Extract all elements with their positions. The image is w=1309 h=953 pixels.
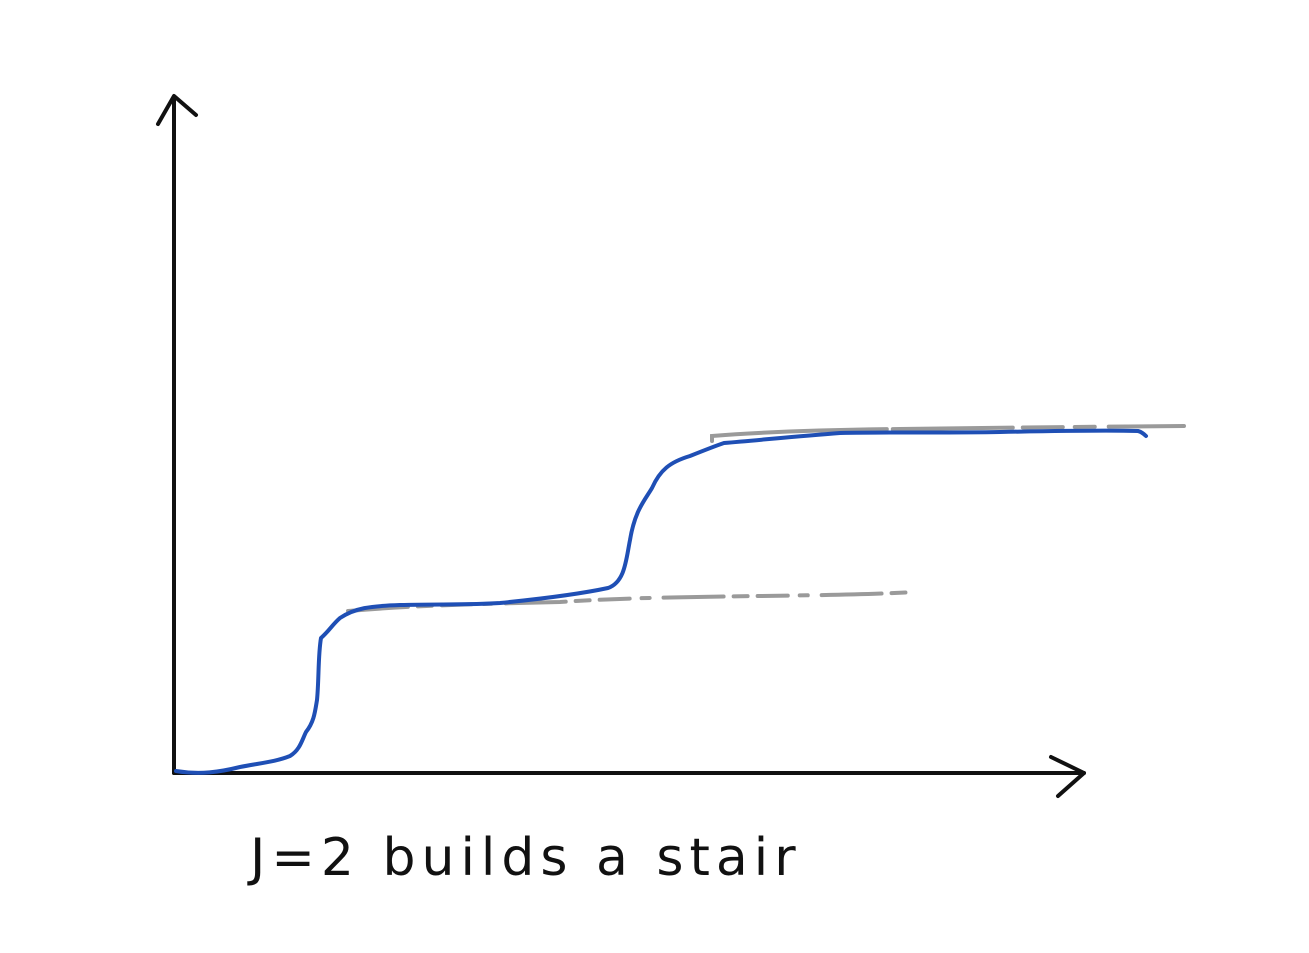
guide-line-lower	[346, 590, 917, 613]
y-axis-arrowhead	[156, 94, 198, 126]
caption: J=2 builds a stair	[247, 828, 802, 888]
guide-line-upper	[710, 424, 1186, 443]
x-axis-arrowhead	[1049, 755, 1086, 798]
stair-curve	[174, 428, 1148, 775]
